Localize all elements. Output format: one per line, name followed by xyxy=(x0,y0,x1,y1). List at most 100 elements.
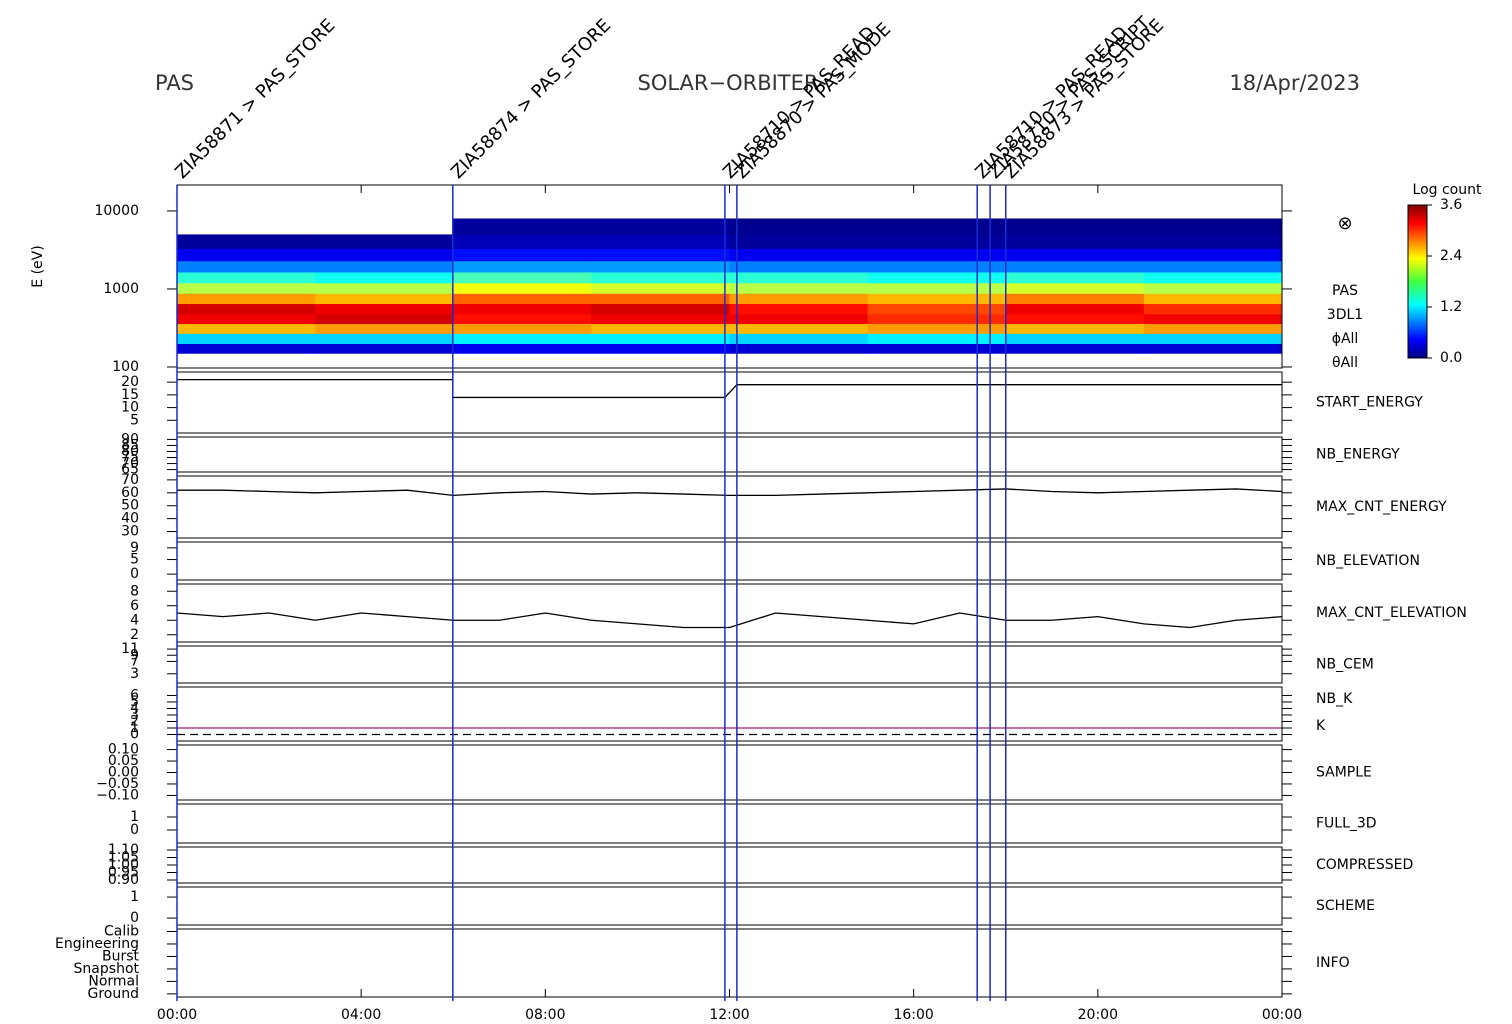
y-tick-label: 0.00 xyxy=(108,765,139,781)
heat-cell xyxy=(1005,218,1145,235)
heat-cell xyxy=(315,260,454,273)
y-tick-label: 10000 xyxy=(94,203,139,219)
y-tick-label: 5 xyxy=(130,552,139,568)
y-tick-label: Ground xyxy=(88,986,140,1002)
panel-frame xyxy=(176,744,1283,801)
y-tick-label: 10 xyxy=(121,400,139,416)
y-tick-label: Snapshot xyxy=(74,961,140,977)
heat-cell xyxy=(1005,303,1145,315)
heat-cell xyxy=(591,343,730,354)
heat-cell xyxy=(729,260,869,273)
panel-label: MAX_CNT_ELEVATION xyxy=(1316,605,1467,621)
x-tick-label: 00:00 xyxy=(157,1007,197,1020)
heat-cell xyxy=(1005,293,1145,305)
panel-label: NB_K xyxy=(1316,691,1353,707)
heat-cell xyxy=(1005,333,1145,344)
y-tick-label: 1 xyxy=(130,889,139,905)
heat-cell xyxy=(867,323,1007,334)
heat-cell xyxy=(591,333,730,344)
heat-cell xyxy=(315,303,454,315)
heat-cell xyxy=(867,303,1007,315)
heat-cell xyxy=(729,293,869,305)
heat-cell xyxy=(177,248,316,262)
heat-cell xyxy=(1143,313,1283,325)
heat-cell xyxy=(591,323,730,334)
y-tick-label: 3 xyxy=(130,666,139,682)
heat-cell xyxy=(177,271,316,284)
heat-cell xyxy=(1143,333,1283,344)
heat-cell xyxy=(1005,271,1145,284)
panel-label: SAMPLE xyxy=(1316,765,1372,781)
heat-cell xyxy=(867,218,1007,235)
y-tick-label: 5 xyxy=(130,694,139,710)
y-tick-label: 0 xyxy=(130,822,139,838)
y-tick-label: 0 xyxy=(130,726,139,742)
heat-cell xyxy=(453,343,592,354)
panel-frame xyxy=(176,846,1283,884)
y-tick-label: 30 xyxy=(121,524,139,540)
heat-cell xyxy=(591,248,730,262)
heat-cell xyxy=(315,333,454,344)
event-label: ZIA58870 > PAS_MODE xyxy=(731,19,895,183)
panel-frame xyxy=(176,886,1283,926)
heat-cell xyxy=(729,303,869,315)
heat-cell xyxy=(453,303,592,315)
heat-cell xyxy=(591,293,730,305)
y-tick-label: 80 xyxy=(121,443,139,459)
y-tick-label: 2 xyxy=(130,713,139,729)
y-tick-label: 60 xyxy=(121,485,139,501)
x-tick-label: 08:00 xyxy=(525,1007,565,1020)
heat-cell xyxy=(453,260,592,273)
y-tick-label: 75 xyxy=(121,450,139,466)
heat-cell xyxy=(315,313,454,325)
event-label: ZIA58873 > PAS_STORE xyxy=(1000,15,1168,183)
heat-cell xyxy=(729,218,869,235)
y-tick-label: 90 xyxy=(121,431,139,447)
y-tick-label: −0.10 xyxy=(96,787,139,803)
heat-cell xyxy=(1143,323,1283,334)
colorbar-title: Log count xyxy=(1413,182,1482,198)
panel-label: SCHEME xyxy=(1316,898,1375,914)
heat-cell xyxy=(591,234,730,249)
y-tick-label: 0.95 xyxy=(108,865,139,881)
colorbar xyxy=(1407,204,1428,359)
heat-cell xyxy=(729,234,869,249)
series-line xyxy=(177,378,1282,399)
y-tick-label: 0 xyxy=(130,566,139,582)
event-label: ZIA58874 > PAS_STORE xyxy=(447,15,615,183)
y-tick-label: −0.05 xyxy=(96,776,139,792)
heat-cell xyxy=(591,260,730,273)
heat-cell xyxy=(1005,343,1145,354)
heat-cell xyxy=(1005,248,1145,262)
heat-cell xyxy=(1143,343,1283,354)
y-tick-label: Burst xyxy=(102,948,140,964)
heat-cell xyxy=(1143,271,1283,284)
heat-cell xyxy=(1005,260,1145,273)
panel-frame xyxy=(176,803,1283,844)
y-tick-label: 65 xyxy=(121,462,139,478)
symbol: ⊗ xyxy=(1337,213,1352,234)
x-tick-label: 20:00 xyxy=(1078,1007,1118,1020)
heat-cell xyxy=(1005,323,1145,334)
y-tick-label: 5 xyxy=(130,412,139,428)
x-tick-label: 00:00 xyxy=(1262,1007,1302,1020)
y-tick-label: 100 xyxy=(112,359,139,375)
heat-cell xyxy=(867,333,1007,344)
heat-cell xyxy=(453,248,592,262)
panel-frame xyxy=(176,436,1283,473)
y-tick-label: 7 xyxy=(130,653,139,669)
header-left: PAS xyxy=(155,71,194,95)
heat-cell xyxy=(177,234,316,249)
heat-cell xyxy=(729,271,869,284)
heat-cell xyxy=(1143,234,1283,249)
heat-cell xyxy=(867,313,1007,325)
heat-cell xyxy=(315,323,454,334)
panel-frame xyxy=(176,541,1283,581)
heat-cell xyxy=(315,234,454,249)
heat-cell xyxy=(591,303,730,315)
y-tick-label: 1000 xyxy=(103,281,139,297)
event-label: ZIA58871 > PAS_STORE xyxy=(171,15,339,183)
y-tick-label: 6 xyxy=(130,687,139,703)
heat-cell xyxy=(1143,218,1283,235)
